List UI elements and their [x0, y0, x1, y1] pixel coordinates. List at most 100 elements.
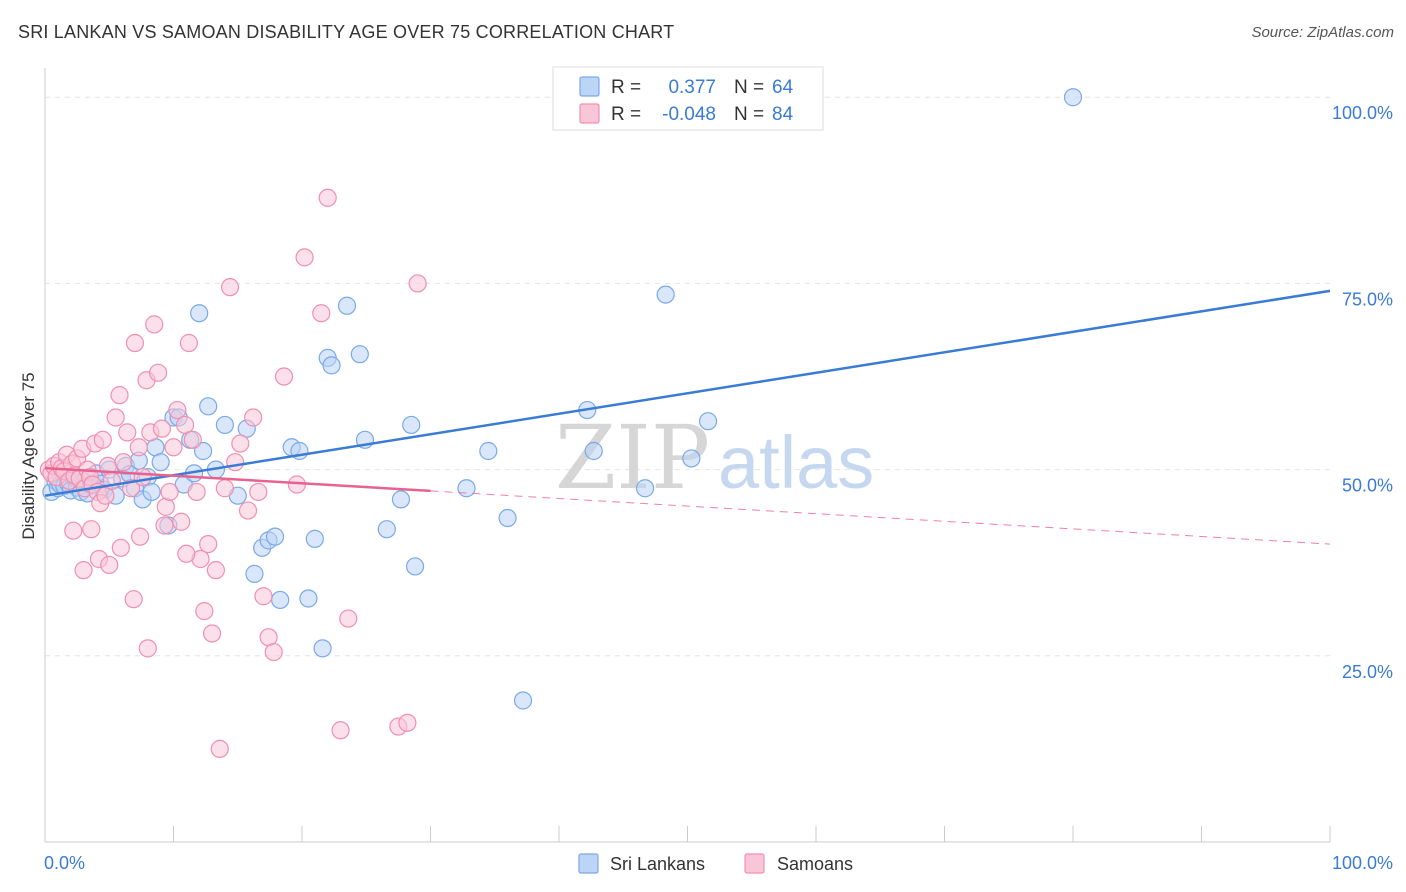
data-point	[398, 713, 417, 732]
data-point	[124, 590, 143, 609]
data-point	[125, 333, 145, 353]
data-point	[193, 441, 213, 461]
data-point	[377, 520, 396, 539]
data-point	[318, 188, 337, 207]
data-point	[274, 367, 294, 386]
data-point	[220, 278, 240, 297]
data-point	[118, 423, 137, 442]
gridlines	[45, 96, 1330, 657]
data-point	[337, 296, 357, 315]
series-legend-swatch-sri-lankans	[578, 853, 599, 874]
y-tick-labels: 25.0% 50.0% 75.0% 100.0%	[1332, 103, 1393, 682]
data-point	[100, 555, 119, 575]
data-point	[271, 590, 290, 610]
data-point	[172, 512, 191, 531]
data-point	[313, 639, 332, 658]
data-point	[322, 356, 341, 375]
data-point	[254, 587, 273, 606]
data-point	[226, 453, 245, 472]
data-point	[210, 739, 229, 759]
data-point	[195, 602, 214, 621]
series-1-points	[39, 188, 427, 759]
data-point	[457, 479, 476, 498]
data-point	[215, 479, 234, 498]
data-point	[152, 419, 172, 438]
data-point	[265, 527, 285, 546]
legend-r-value: 0.377	[668, 77, 716, 98]
x-tick-labels: 0.0% 100.0%	[44, 853, 1393, 873]
chart-title: SRI LANKAN VS SAMOAN DISABILITY AGE OVER…	[18, 22, 675, 42]
data-point	[142, 482, 161, 502]
series-legend-swatch-samoans	[744, 853, 765, 874]
legend-r-label: R =	[611, 77, 641, 98]
trend-line	[44, 289, 1331, 497]
y-tick-label: 50.0%	[1342, 476, 1393, 496]
data-point	[312, 304, 331, 323]
data-point	[114, 453, 133, 472]
y-tick-label: 75.0%	[1342, 289, 1393, 309]
data-point	[350, 345, 369, 364]
data-point	[339, 609, 358, 628]
trend-lines	[44, 289, 1331, 545]
data-point	[93, 430, 112, 449]
data-point	[498, 508, 517, 528]
data-point	[155, 516, 174, 535]
data-point	[110, 386, 129, 405]
data-point	[111, 538, 130, 557]
data-point	[299, 589, 318, 608]
data-point	[405, 557, 425, 576]
data-point	[635, 479, 655, 498]
data-point	[183, 430, 202, 449]
legend-n-value: 64	[772, 77, 794, 98]
data-point	[402, 415, 421, 435]
data-point	[202, 624, 222, 643]
data-point	[82, 520, 101, 539]
data-point	[133, 467, 152, 487]
data-point	[206, 561, 226, 580]
data-point	[584, 441, 603, 461]
data-point	[199, 534, 218, 554]
data-point	[145, 315, 164, 334]
data-point	[151, 453, 170, 472]
data-point	[249, 482, 268, 502]
data-point	[1063, 88, 1083, 107]
data-point	[244, 408, 263, 427]
data-point	[331, 721, 350, 740]
x-tick-label: 0.0%	[44, 853, 85, 873]
trend-line-extension	[430, 490, 1331, 545]
legend-r-value: -0.048	[662, 104, 716, 125]
data-point	[164, 438, 183, 457]
data-point	[190, 304, 209, 323]
data-point	[479, 441, 498, 461]
data-point	[215, 415, 234, 435]
data-point	[305, 529, 324, 548]
stats-legend: R = 0.377 N = 64 R = -0.048 N = 84	[552, 66, 824, 131]
axes	[44, 68, 1331, 843]
data-point	[74, 561, 93, 580]
data-point	[168, 400, 187, 420]
data-point	[160, 482, 179, 502]
data-point	[138, 639, 157, 658]
legend-n-value: 84	[772, 104, 794, 125]
legend-n-label: N =	[734, 104, 764, 125]
data-point	[148, 363, 168, 382]
data-point	[408, 274, 427, 293]
legend-r-label: R =	[611, 104, 641, 125]
legend-swatch-sri-lankans	[579, 76, 600, 97]
source-credit: Source: ZipAtlas.com	[1251, 24, 1394, 41]
data-point	[64, 521, 83, 540]
data-point	[698, 412, 718, 431]
data-point	[121, 479, 141, 498]
data-point	[245, 564, 264, 583]
legend-swatch-samoans	[579, 103, 600, 124]
y-axis-label: Disability Age Over 75	[19, 372, 38, 539]
data-point	[656, 285, 675, 304]
data-point	[391, 490, 411, 509]
watermark-atlas: atlas	[718, 421, 874, 504]
data-point	[295, 248, 314, 267]
series-legend: Sri Lankans Samoans	[578, 853, 853, 874]
y-tick-label: 25.0%	[1342, 662, 1393, 682]
data-point	[175, 415, 195, 435]
data-point	[513, 691, 533, 710]
